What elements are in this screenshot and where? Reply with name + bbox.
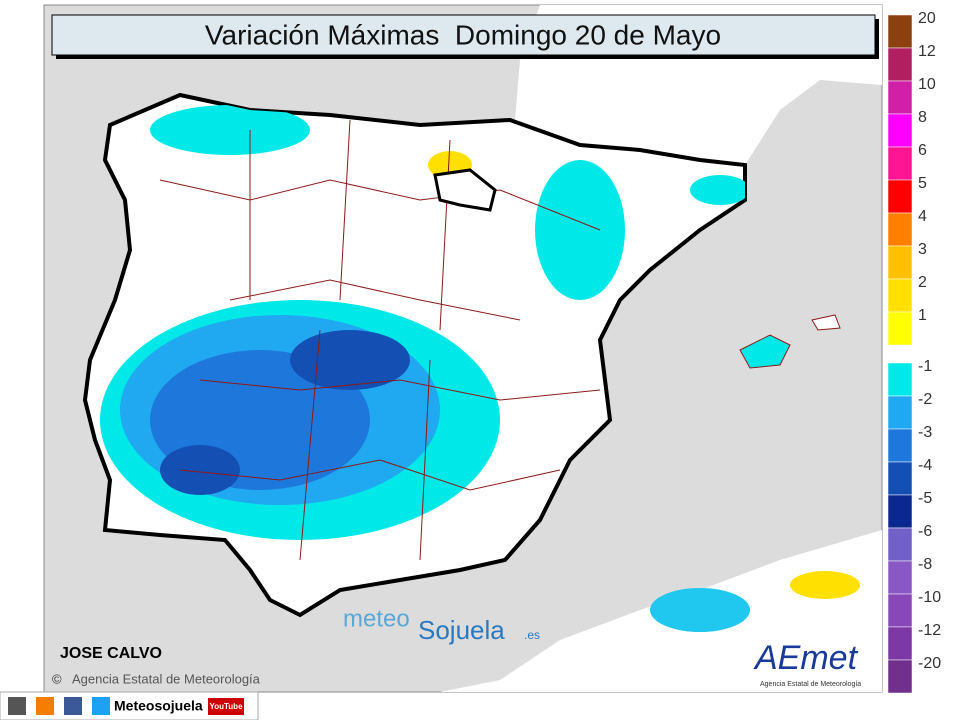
legend-label: -1 [918,358,932,375]
logo-name: AEmet [753,639,859,677]
title: Variación Máximas Domingo 20 de Mayo [205,19,721,50]
legend-label: 20 [918,10,936,27]
anomaly-fields [100,105,745,561]
legend-swatch [887,593,913,628]
author: JOSE CALVO [60,645,162,662]
blogger-icon[interactable] [36,697,54,715]
legend-label: -12 [918,622,941,639]
anomaly-area [160,445,240,495]
anomaly-area [690,175,745,205]
legend-label: 12 [918,43,936,60]
credit: Agencia Estatal de Meteorología [72,671,261,686]
la-rioja [433,168,497,212]
legend-swatch [887,14,913,49]
watermark-tld: .es [524,628,540,642]
balearic-islands [811,314,841,331]
legend-swatch [887,278,913,313]
legend-swatch [887,626,913,661]
watermark-meteo: meteo [343,605,410,632]
legend-swatch [887,362,913,397]
legend-label: -2 [918,391,932,408]
legend-swatch [887,494,913,529]
legend-swatch [887,428,913,463]
legend-label: -3 [918,424,932,441]
legend-label: -5 [918,490,932,507]
legend-label: -4 [918,457,932,474]
legend-label: -8 [918,556,932,573]
legend-label: 5 [918,175,927,192]
legend-swatch [887,212,913,247]
instagram-icon[interactable] [8,697,26,715]
logo-subtitle: Agencia Estatal de Meteorología [760,681,861,688]
youtube-box[interactable] [208,698,244,715]
twitter-icon[interactable] [92,697,110,715]
legend-swatch [887,179,913,214]
anomaly-area [535,160,625,300]
legend-swatch [887,659,913,694]
facebook-icon[interactable] [64,697,82,715]
legend-label: 3 [918,241,927,258]
legend-label: 1 [918,307,927,324]
anomaly-area [790,571,860,599]
anomaly-area [290,330,410,390]
legend-label: -20 [918,655,941,672]
legend-swatch [887,560,913,595]
legend: 20 12 10 8 6 5 4 3 2 1 -1 -2 -3 -4 -5 -6 -8 -10 -12 -20 [887,10,941,694]
legend-label: 6 [918,142,927,159]
legend-label: 4 [918,208,927,225]
legend-label: -10 [918,589,941,606]
legend-swatch [887,146,913,181]
title-box [51,14,876,56]
legend-swatch [887,527,913,562]
youtube-label[interactable]: YouTube [209,702,243,711]
credit-mark: © [52,671,62,686]
legend-swatch [887,113,913,148]
balearic-islands [739,334,791,369]
legend-swatch [887,311,913,346]
legend-swatch [887,47,913,82]
anomaly-area [650,588,750,632]
province-borders [159,119,601,561]
watermark-sojuela: Sojuela [418,615,505,645]
legend-swatch [887,245,913,280]
legend-label: -6 [918,523,932,540]
footer-handle[interactable]: Meteosojuela [114,698,203,714]
legend-swatch [887,461,913,496]
legend-label: 8 [918,109,927,126]
legend-swatch [887,80,913,115]
anomaly-area [150,105,310,155]
legend-swatch [887,395,913,430]
legend-label: 10 [918,76,936,93]
legend-label: 2 [918,274,927,291]
